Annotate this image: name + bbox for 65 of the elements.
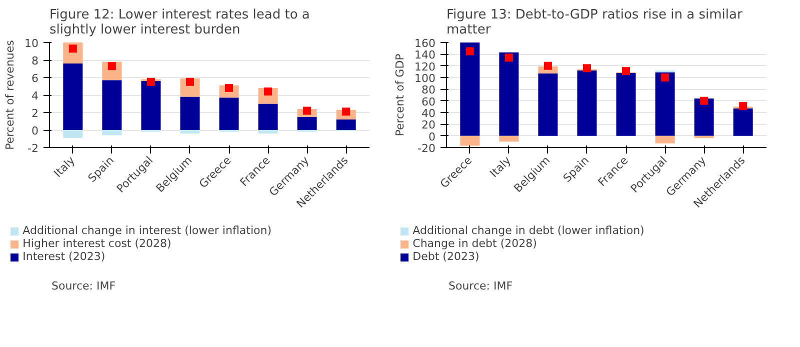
y-tick-label: 10 xyxy=(24,37,39,50)
chart-title: Figure 12: Lower interest rates lead to a slightly lower interest burden xyxy=(50,8,310,38)
y-tick-label: 100 xyxy=(414,72,436,85)
bar xyxy=(297,116,317,130)
point xyxy=(186,78,194,86)
y-tick-label: 8 xyxy=(32,54,38,68)
legend-label: Interest (2023) xyxy=(22,250,106,263)
y-axis-title: Percent of revenues xyxy=(4,40,17,150)
legend-label: Change in debt (2028) xyxy=(412,237,537,250)
bar xyxy=(616,72,636,136)
point xyxy=(264,88,272,96)
bar xyxy=(141,81,161,130)
bar xyxy=(63,130,83,138)
point xyxy=(504,54,513,62)
y-tick-label: 80 xyxy=(422,84,436,97)
point xyxy=(661,74,670,82)
bar xyxy=(499,136,519,142)
y-tick-label: 4 xyxy=(32,90,38,102)
bar xyxy=(258,130,278,134)
y-tick-label: -2 xyxy=(28,142,38,155)
bar xyxy=(460,136,480,146)
point xyxy=(303,106,312,115)
source-note: Source: IMF xyxy=(52,280,116,292)
y-tick-label: 0 xyxy=(32,124,38,138)
bar xyxy=(538,73,558,136)
bar xyxy=(577,70,597,136)
y-tick-label: 20 xyxy=(422,118,436,132)
y-tick-label: 160 xyxy=(414,37,436,50)
point xyxy=(466,47,474,56)
bar xyxy=(460,42,480,136)
point xyxy=(544,62,552,70)
bar xyxy=(219,98,239,130)
point xyxy=(700,96,708,105)
legend-label: Debt (2023) xyxy=(412,250,480,263)
legend-label: Additional change in interest (lower inflation) xyxy=(22,224,272,237)
legend-label: Additional change in debt (lower inflation) xyxy=(412,224,644,237)
bar xyxy=(102,80,122,130)
y-tick-label: 0 xyxy=(428,130,436,144)
bar xyxy=(733,108,753,136)
chart-title: Figure 13: Debt-to-GDP ratios rise in a similar matter xyxy=(446,8,743,38)
bar xyxy=(180,96,200,130)
point xyxy=(146,78,155,86)
y-tick-label: 2 xyxy=(32,107,38,120)
bar xyxy=(258,104,278,130)
point xyxy=(622,67,630,76)
source-note: Source: IMF xyxy=(448,280,513,292)
y-tick-label: 140 xyxy=(414,48,436,62)
point xyxy=(582,64,591,72)
y-tick-label: 6 xyxy=(32,72,38,85)
legend-label: Higher interest cost (2028) xyxy=(22,237,172,250)
y-axis-title: Percent of GDP xyxy=(394,53,407,136)
bar xyxy=(694,98,714,136)
y-tick-label: 40 xyxy=(422,107,436,120)
bar xyxy=(499,52,519,136)
y-tick-label: 120 xyxy=(414,60,436,74)
bar xyxy=(655,136,675,144)
point xyxy=(108,62,116,70)
bar xyxy=(180,130,200,134)
y-tick-label: 60 xyxy=(422,95,436,108)
point xyxy=(739,102,748,110)
bar xyxy=(655,72,675,136)
bar xyxy=(63,64,83,130)
bar xyxy=(336,120,356,130)
bar xyxy=(102,130,122,136)
y-tick-label: -20 xyxy=(418,142,436,155)
